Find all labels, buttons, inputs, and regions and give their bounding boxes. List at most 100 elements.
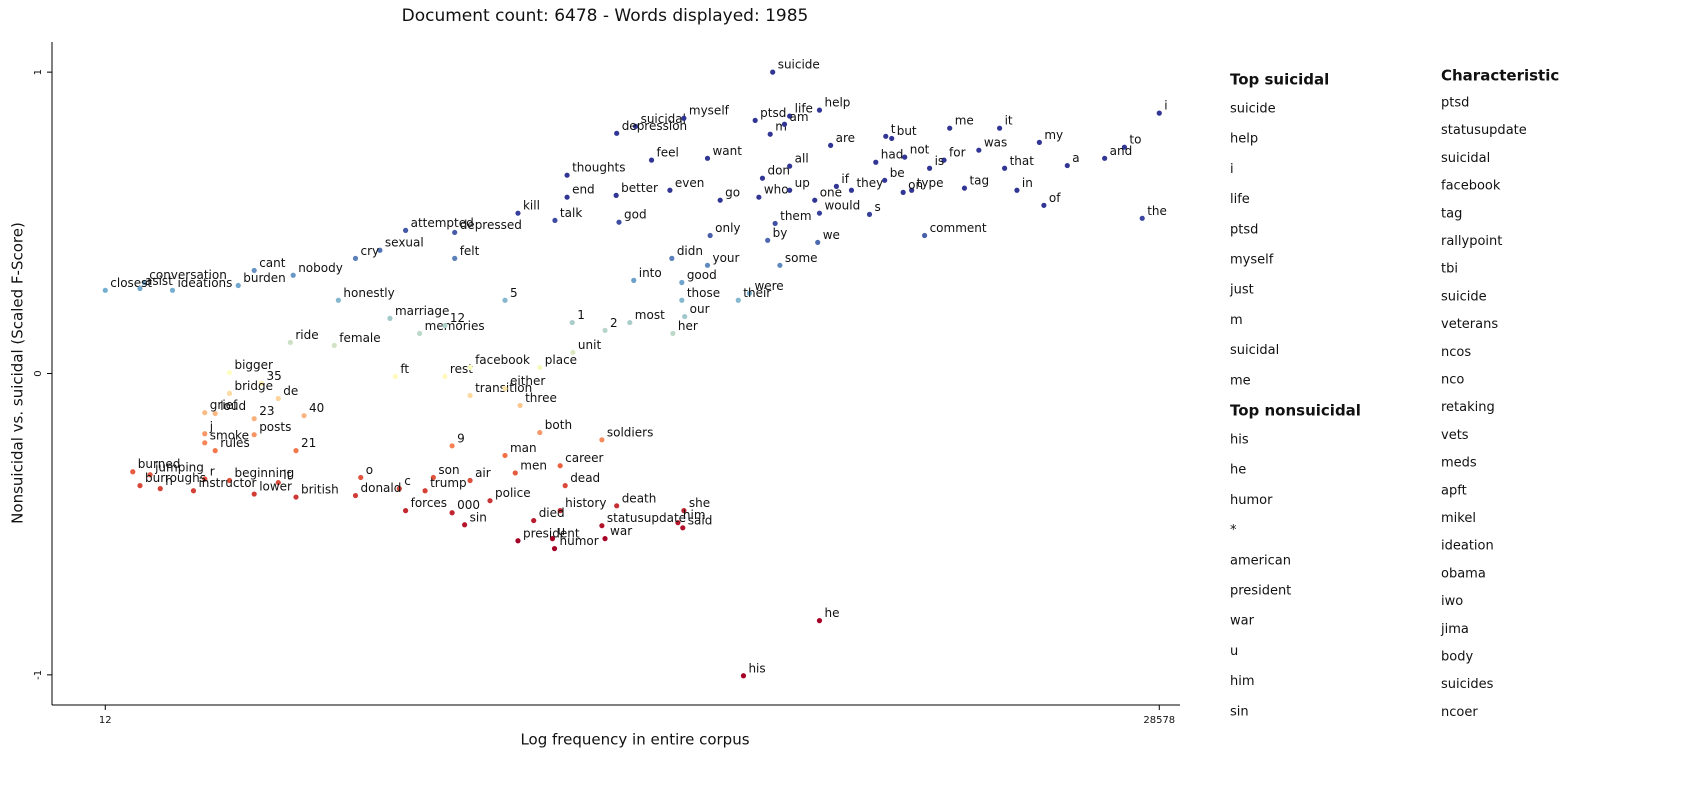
- point-label: cant: [259, 256, 286, 270]
- list-item: statusupdate: [1441, 123, 1527, 138]
- point-label: thoughts: [572, 161, 625, 175]
- point: [557, 508, 563, 514]
- point: [848, 187, 855, 193]
- point: [275, 395, 281, 402]
- point-label: we: [823, 228, 840, 242]
- point: [293, 448, 299, 454]
- point: [557, 463, 563, 469]
- point-label: suicidal: [641, 112, 686, 126]
- point-label: and: [1110, 144, 1133, 158]
- point-label: marriage: [395, 304, 449, 318]
- list-item: obama: [1441, 566, 1486, 581]
- point: [1102, 155, 1108, 161]
- point: [816, 618, 823, 624]
- point: [301, 413, 307, 419]
- point: [352, 255, 359, 261]
- point-label: better: [621, 181, 658, 195]
- point-label: good: [687, 268, 717, 282]
- point-label: kill: [523, 199, 540, 213]
- point-label: posts: [259, 420, 291, 434]
- point-label: those: [687, 286, 720, 300]
- point-label: is: [935, 154, 945, 168]
- point-label: t: [891, 122, 896, 136]
- point-label: grief: [210, 398, 238, 412]
- point: [487, 498, 493, 504]
- point-label: type: [917, 176, 944, 190]
- point: [614, 503, 620, 509]
- point: [882, 177, 888, 183]
- point-label: that: [1010, 154, 1035, 168]
- point: [212, 448, 218, 454]
- point: [290, 272, 296, 278]
- point-label: loud: [220, 399, 246, 413]
- point: [190, 488, 197, 494]
- point-label: be: [890, 166, 905, 180]
- point-label: ride: [295, 328, 318, 342]
- list-item: suicide: [1230, 102, 1276, 117]
- point: [941, 157, 947, 163]
- point: [1036, 139, 1042, 145]
- point: [900, 189, 906, 195]
- list-item: his: [1230, 433, 1249, 448]
- point-label: place: [545, 353, 577, 367]
- point: [787, 187, 793, 193]
- point-label: the: [1147, 204, 1167, 218]
- list-item: just: [1229, 283, 1254, 298]
- point-label: 35: [267, 369, 282, 383]
- point: [202, 440, 208, 446]
- point: [816, 210, 823, 216]
- point: [562, 483, 568, 489]
- list-item: body: [1441, 650, 1473, 665]
- point-label: into: [639, 266, 662, 280]
- point: [202, 410, 208, 416]
- point-label: cry: [360, 244, 379, 258]
- point-label: of: [1049, 191, 1061, 205]
- point: [767, 131, 773, 137]
- point-label: to: [1129, 133, 1141, 147]
- point-label: 000: [457, 498, 480, 512]
- point: [707, 232, 713, 239]
- point: [812, 197, 818, 203]
- list-title: Top nonsuicidal: [1230, 402, 1361, 420]
- point-label: up: [795, 176, 810, 190]
- point-label: god: [624, 208, 647, 222]
- point: [1139, 215, 1145, 221]
- point: [512, 470, 518, 476]
- point-label: ptsd: [760, 106, 786, 120]
- point-label: three: [525, 391, 557, 405]
- point: [502, 452, 508, 459]
- point: [909, 187, 915, 193]
- x-axis-label: Log frequency in entire corpus: [520, 731, 749, 749]
- point: [781, 121, 788, 127]
- list-item: suicides: [1441, 677, 1494, 692]
- point-label: men: [520, 458, 547, 472]
- list-item: u: [1230, 644, 1238, 659]
- point-label: closest: [110, 276, 152, 290]
- point-label: sin: [470, 510, 487, 524]
- point-label: their: [743, 286, 771, 300]
- list-item: tbi: [1441, 262, 1458, 277]
- point: [681, 508, 687, 514]
- point: [675, 520, 681, 526]
- point: [331, 342, 337, 349]
- point: [569, 319, 575, 326]
- point: [467, 477, 473, 484]
- point: [921, 232, 928, 239]
- point-label: comment: [930, 221, 987, 235]
- point: [462, 522, 468, 528]
- list-item: rallypoint: [1441, 234, 1502, 249]
- point: [467, 364, 473, 371]
- point: [430, 474, 436, 481]
- point: [452, 255, 458, 261]
- point-label: facebook: [475, 353, 530, 367]
- list-item: retaking: [1441, 400, 1495, 415]
- point: [147, 472, 153, 478]
- point-label: bigger: [234, 358, 273, 372]
- point: [772, 220, 778, 227]
- point: [141, 279, 147, 286]
- point: [777, 262, 783, 268]
- point: [396, 486, 402, 492]
- point-label: suicide: [778, 58, 820, 72]
- point-label: o: [366, 463, 373, 477]
- point: [746, 290, 753, 296]
